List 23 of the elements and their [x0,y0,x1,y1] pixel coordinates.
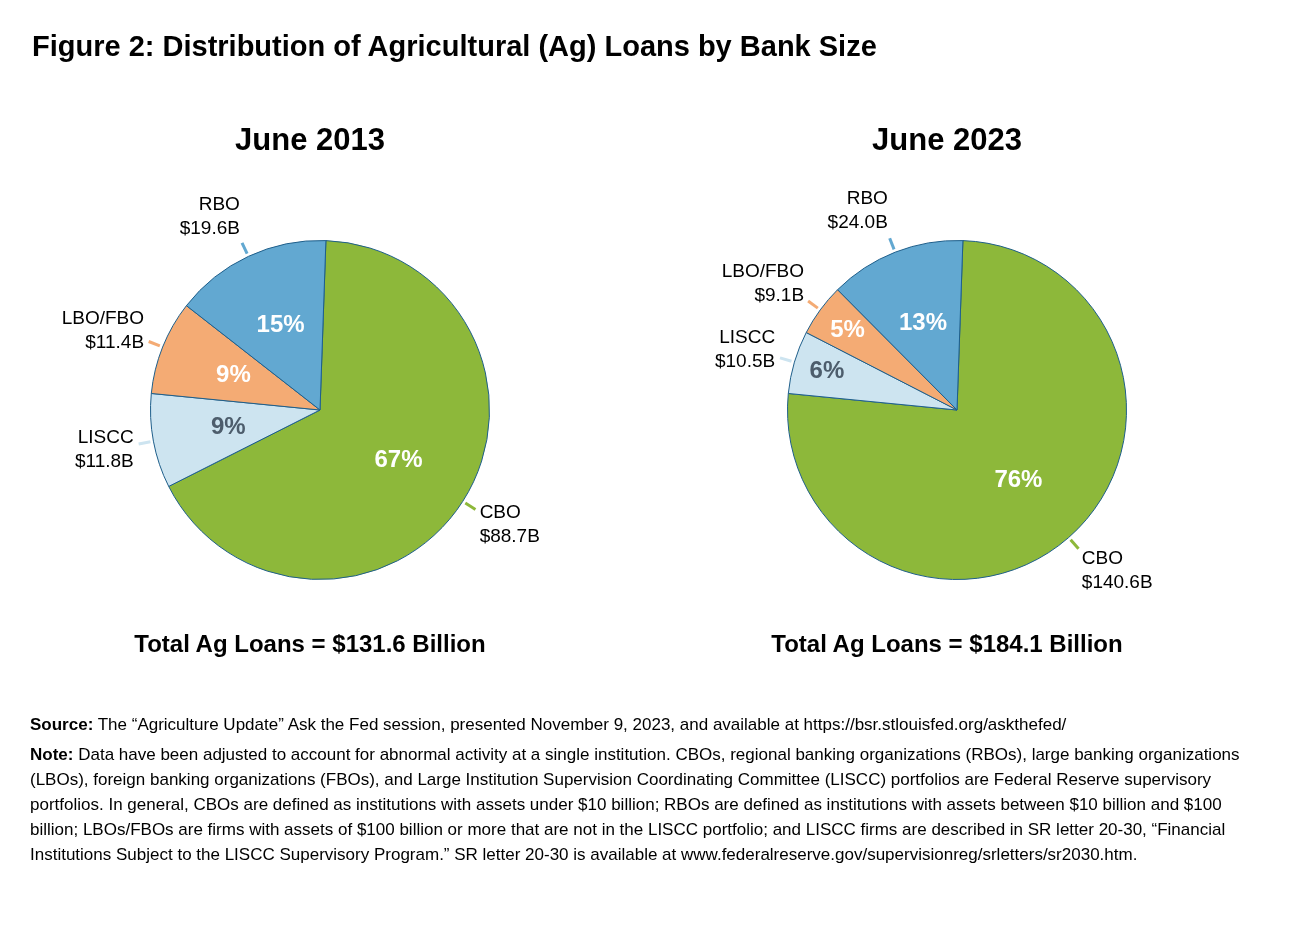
chart-title: Figure 2: Distribution of Agricultural (Ag) Loans by Bank Size [32,30,877,63]
text: Total Ag Loans = $184.1 Billion [770,630,1124,658]
data-label: 5% [830,314,865,342]
chart-subtitle: June 2013 [234,122,386,158]
data-label: 13% [898,307,948,335]
slice-label: LBO/FBO $11.4B [61,306,145,352]
slice-label: RBO $24.0B [827,187,888,233]
data-label: 9% [216,360,251,387]
slice-label: LISCC $11.8B [74,425,134,471]
slice-label: CBO $140.6B [1081,546,1153,592]
text: Total Ag Loans = $131.6 Billion [133,630,487,658]
source-note: Source: The “Agriculture Update” Ask the Fed session, presented November 9, 2023, and available at https://bsr.stlouisfed.org/askthefed/ [30,714,1068,736]
data-label: 6% [809,356,845,384]
slice-label: CBO $88.7B [479,501,540,547]
data-label: 67% [374,444,423,472]
slice-label: RBO $19.6B [179,192,240,238]
data-label: 76% [994,464,1043,492]
slice-label: LBO/FBO $9.1B [721,260,805,306]
data-label: 15% [256,310,305,338]
data-label: 9% [211,411,246,439]
chart-subtitle: June 2023 [871,122,1023,158]
slice-label: LISCC $10.5B [714,325,776,371]
text: Note: Data have been adjusted to account for abnormal activity at a single institution. CBOs, regional banking organizations (RBOs), large banking organizations (LBOs), foreign banking organizations (FBOs), and Large Institution Supervision Coordinating Committee (LISCC) portfolios are Federal Reserve supervisory portfolios. In general, CBOs are defined as institutions with assets under $10 billion; RBOs are defined as institutions with assets between $10 billion and $100 billion; LBOs/FBOs are firms with assets of $100 billion or more that are not in the LISCC portfolio; and LISCC firms are described in SR letter 20-30, “Financial Institutions Subject to the LISCC Supervisory Program.” SR letter 20-30 is available at www.federalreserve.gov/supervisionreg/srletters/sr2030.htm. [30,744,1241,866]
